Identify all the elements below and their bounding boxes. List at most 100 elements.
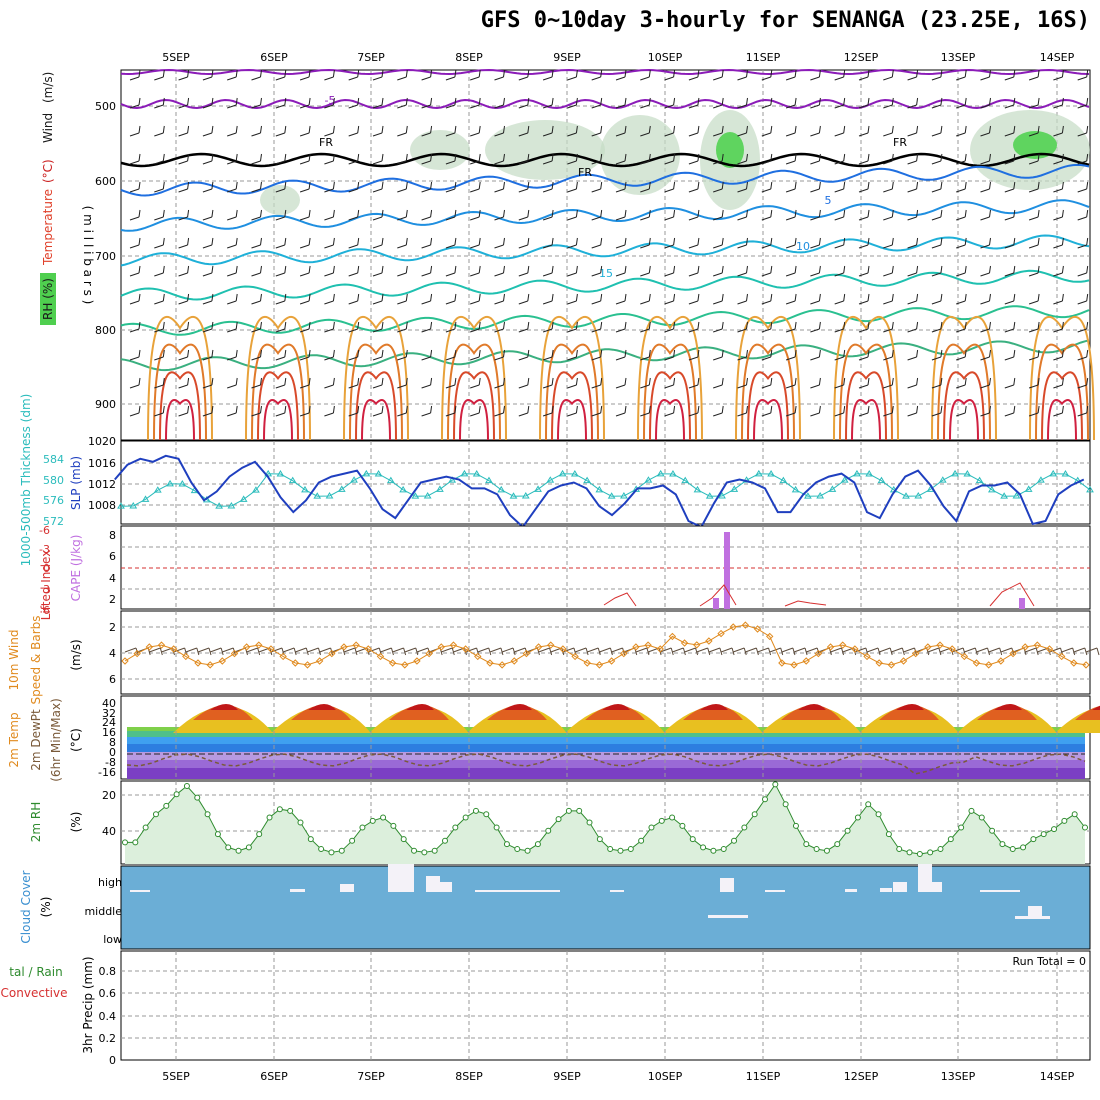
wind-barb-flag: [260, 349, 262, 358]
wind-barb-flag: [187, 153, 190, 162]
wind-barb-flag: [235, 237, 238, 246]
wind-barb: [664, 412, 674, 417]
rh-point: [411, 847, 418, 854]
wind-barb: [542, 160, 553, 165]
wind-barb: [931, 384, 942, 389]
wind-barb-flag: [964, 405, 967, 414]
rh-point: [937, 846, 944, 853]
surface-barb: [416, 647, 429, 653]
wind-barb-flag: [454, 237, 457, 246]
rh-point: [132, 839, 139, 846]
wind-barb-flag: [357, 377, 360, 386]
wind-barb: [202, 356, 213, 361]
rh-point: [328, 849, 335, 856]
cloud-cover-blocks: [130, 864, 1050, 919]
wind-barb: [615, 104, 626, 109]
temp-hill-hot: [487, 705, 547, 720]
warm-isotherm: [153, 343, 207, 441]
wind-barb: [299, 300, 310, 305]
wind-barb-flag: [1061, 69, 1064, 78]
wind-barb-flag: [867, 349, 870, 358]
wind-barb-flag: [1013, 293, 1016, 302]
rh-point: [947, 836, 954, 843]
wind-barb-flag: [1037, 153, 1040, 162]
rh-point: [710, 847, 717, 854]
wind-barb-flag: [162, 125, 165, 134]
wind-barb-flag: [721, 209, 724, 218]
wind-barb-flag: [357, 349, 360, 358]
wind-barb: [615, 76, 626, 81]
wind-barb: [810, 356, 820, 361]
wind-barb: [567, 272, 577, 277]
wind-barb: [688, 328, 699, 333]
temp-label-2: 2m DewPt: [29, 709, 43, 771]
wind-barb: [615, 160, 626, 165]
wind-marker: [413, 657, 421, 665]
wind-barb: [178, 356, 188, 361]
wind-marker: [972, 659, 981, 667]
wind-barb: [372, 244, 383, 249]
cloud-block-middle: [708, 915, 748, 918]
wind-marker: [729, 623, 737, 631]
wind-barb: [713, 160, 723, 165]
isotherm-line: [120, 152, 1090, 168]
wind-barb: [640, 160, 650, 165]
rh-shade-high: [716, 132, 744, 168]
wind-barb: [299, 132, 310, 137]
date-label-top: 6SEP: [260, 51, 288, 64]
wind-barb: [883, 244, 893, 249]
wind-barb: [518, 328, 528, 333]
thickness-marker: [951, 469, 959, 477]
wind-barb: [348, 328, 358, 333]
thickness-marker: [914, 492, 923, 499]
wind-barb-flag: [430, 209, 433, 218]
wind-barb-flag: [1013, 69, 1016, 78]
wind-barb-flag: [430, 377, 433, 386]
wind-barb: [664, 328, 674, 333]
rh-point: [978, 814, 985, 821]
wind-barb-flag: [284, 293, 287, 302]
cloud-unit: (%): [39, 897, 53, 918]
wind-barb-flag: [818, 125, 821, 134]
wind-marker: [680, 639, 689, 647]
wind-barb: [640, 272, 650, 277]
wind-barb-flag: [260, 293, 262, 302]
rh-point: [452, 824, 459, 831]
wind-barb: [688, 188, 699, 193]
wind-barb: [324, 300, 334, 305]
wind-barb-flag: [454, 181, 457, 190]
wind-barb-flag: [891, 125, 894, 134]
wind-barb-flag: [624, 153, 627, 162]
wind-barb-flag: [770, 153, 773, 162]
y-tick-label: 8: [109, 736, 116, 749]
wind-barb-flag: [478, 153, 481, 162]
wind-barb: [421, 188, 431, 193]
wind-barb: [372, 76, 383, 81]
wind-barb-flag: [746, 377, 748, 386]
wind-marker: [1021, 643, 1029, 651]
wind-barb: [956, 328, 966, 333]
wind-barb: [980, 244, 990, 249]
wind-barb-flag: [940, 209, 943, 218]
surface-barb-flag: [755, 647, 759, 656]
wind-marker: [1033, 641, 1042, 649]
temp-band: [127, 731, 1085, 737]
wind-barb-flag: [162, 405, 165, 414]
wind-barb-flag: [381, 377, 384, 386]
wind-barb: [542, 76, 553, 81]
wind-barb-flag: [746, 405, 748, 414]
wind-marker: [887, 661, 896, 669]
wind-barb: [713, 188, 723, 193]
wind-barb: [834, 132, 844, 137]
wind-barb-flag: [1061, 181, 1064, 190]
contour-label: 10: [796, 240, 810, 253]
cloud-block-high: [130, 890, 150, 892]
wind-barb-flag: [843, 181, 846, 190]
wind-marker: [388, 659, 397, 667]
wind-marker: [182, 652, 190, 661]
wind-marker: [474, 652, 482, 661]
rh-point: [359, 824, 366, 831]
wind-barb-flag: [746, 265, 748, 274]
wind-barb-flag: [138, 293, 141, 302]
